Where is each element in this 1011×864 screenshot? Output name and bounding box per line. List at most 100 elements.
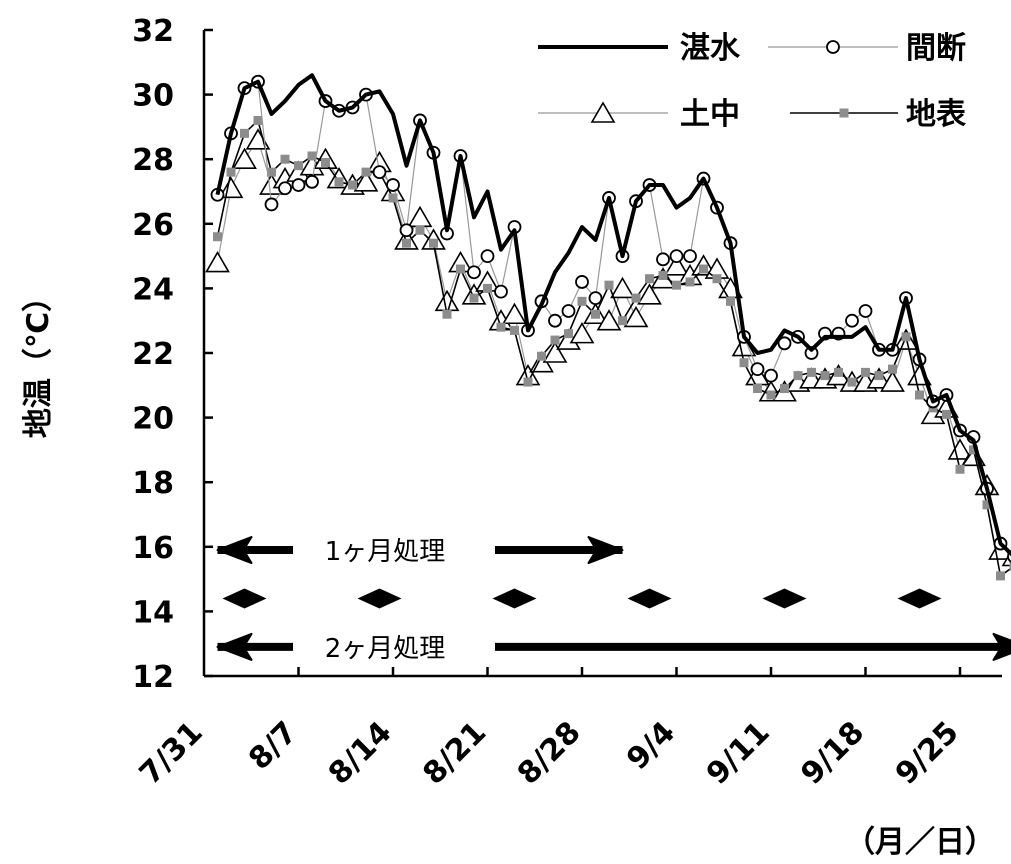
data-point xyxy=(564,329,573,339)
series-group xyxy=(205,73,1011,581)
data-point xyxy=(467,265,481,280)
data-point xyxy=(307,151,317,161)
data-point xyxy=(294,161,303,171)
treatment-arrow: 2ヶ月処理 xyxy=(216,632,1011,664)
series-line xyxy=(215,73,1011,557)
data-point xyxy=(793,371,803,381)
data-point xyxy=(631,293,641,303)
diamond-marker xyxy=(762,588,807,609)
data-point xyxy=(888,364,897,374)
data-point xyxy=(982,500,992,510)
legend-item-湛水: 湛水 xyxy=(538,31,741,66)
data-point xyxy=(502,302,527,325)
y-tick-label: 14 xyxy=(132,595,174,630)
legend-label: 間断 xyxy=(906,31,966,66)
y-tick-label: 24 xyxy=(132,272,174,307)
arrow-head xyxy=(992,632,1011,661)
data-point xyxy=(699,264,708,274)
diamond-marker xyxy=(492,588,537,609)
series-湛水 xyxy=(215,73,1011,557)
x-tick-label: 8/21 xyxy=(416,715,493,792)
data-point xyxy=(645,274,654,284)
data-point xyxy=(712,274,722,284)
data-point xyxy=(548,313,562,328)
legend-item-間断: 間断 xyxy=(768,31,966,66)
data-point xyxy=(969,445,978,455)
data-point xyxy=(874,371,884,381)
legend-item-地表: 地表 xyxy=(790,97,966,132)
data-point xyxy=(753,384,762,394)
x-tick-label: 9/11 xyxy=(700,715,777,792)
treatment-annotations: 1ヶ月処理 2ヶ月処理 xyxy=(216,536,1011,664)
data-point xyxy=(588,291,603,305)
y-tick-label: 12 xyxy=(132,660,174,695)
data-point xyxy=(321,157,330,167)
data-point xyxy=(456,264,465,274)
data-point xyxy=(361,167,371,177)
data-point xyxy=(561,304,576,318)
data-point xyxy=(664,254,689,276)
treatment-arrow: 1ヶ月処理 xyxy=(216,536,624,567)
x-tick-label: 9/25 xyxy=(889,715,966,792)
data-point xyxy=(407,205,433,228)
data-point xyxy=(483,283,492,293)
arrow-head xyxy=(216,536,253,565)
data-point xyxy=(264,197,279,212)
data-point xyxy=(577,296,587,306)
data-point xyxy=(402,238,411,248)
x-tick-labels: 7/31 8/7 8/14 8/21 8/28 9/4 9/11 9/18 9/25 xyxy=(133,667,966,792)
data-point xyxy=(623,305,649,328)
data-point xyxy=(672,280,681,290)
data-point xyxy=(388,193,398,203)
data-point xyxy=(550,335,560,345)
data-point xyxy=(777,336,792,351)
data-point xyxy=(764,368,778,383)
legend-item-土中: 土中 xyxy=(538,97,740,132)
data-point xyxy=(591,309,600,319)
y-tick-label: 30 xyxy=(132,79,174,114)
arrow-head xyxy=(216,632,253,661)
data-point xyxy=(253,115,263,125)
y-axis-label: 地温（℃） xyxy=(21,282,56,438)
data-point xyxy=(683,249,697,264)
data-point xyxy=(240,128,249,138)
data-point xyxy=(820,371,830,381)
legend-label: 湛水 xyxy=(680,31,741,66)
series-地表 xyxy=(213,115,1011,581)
data-point xyxy=(267,167,276,177)
x-tick-label: 8/14 xyxy=(322,715,399,792)
data-point xyxy=(845,313,859,328)
data-point xyxy=(496,322,506,332)
x-tick-label: 8/28 xyxy=(511,715,588,792)
data-point xyxy=(858,304,873,318)
data-point xyxy=(618,316,627,326)
y-tick-label: 18 xyxy=(132,466,174,501)
data-point xyxy=(232,147,257,169)
data-point xyxy=(278,181,292,196)
diamond-marker xyxy=(627,588,672,609)
data-point xyxy=(305,174,319,189)
legend-label: 地表 xyxy=(906,97,966,132)
data-point xyxy=(915,390,924,400)
y-tick-label: 32 xyxy=(132,14,174,49)
data-point xyxy=(901,332,911,342)
data-point xyxy=(348,180,357,190)
data-point xyxy=(386,178,400,192)
data-point xyxy=(847,377,857,387)
data-point xyxy=(669,249,684,264)
data-point xyxy=(880,370,905,392)
data-point xyxy=(245,128,271,150)
data-point xyxy=(726,296,735,306)
legend-marker xyxy=(590,101,616,123)
x-tick-label: 7/31 xyxy=(133,715,210,792)
data-point xyxy=(399,223,414,238)
data-point xyxy=(780,384,789,394)
legend-marker xyxy=(839,108,849,118)
data-point xyxy=(205,250,230,273)
legend-label: 土中 xyxy=(680,97,740,132)
data-point xyxy=(542,341,568,363)
data-point xyxy=(213,232,222,242)
data-point xyxy=(637,283,662,305)
y-tick-label: 16 xyxy=(132,531,174,566)
